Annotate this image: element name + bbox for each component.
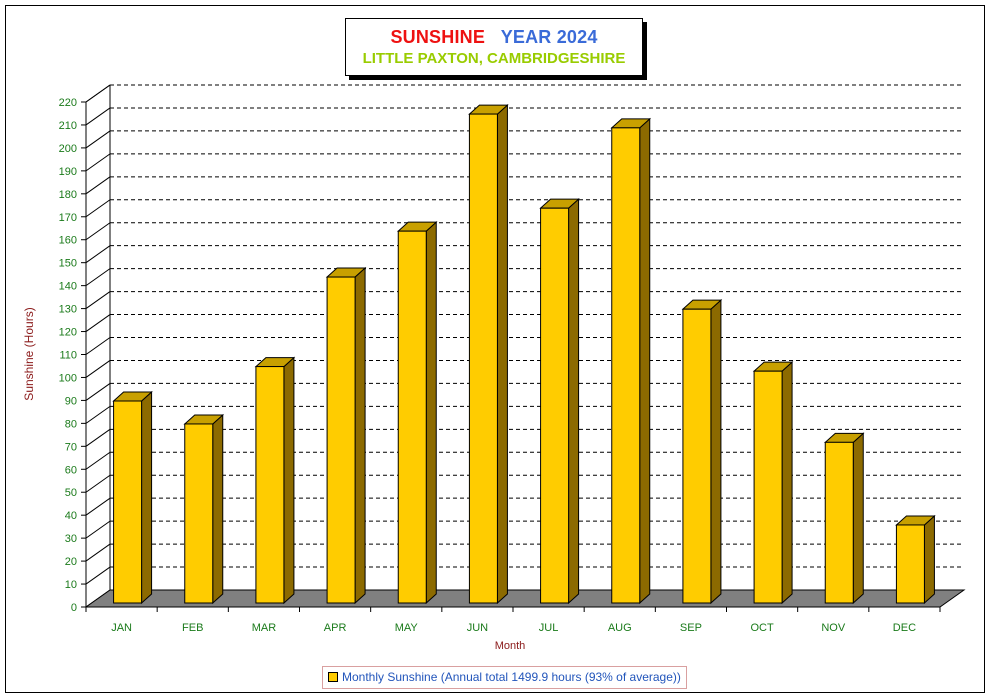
chart-title-box: SUNSHINE YEAR 2024 LITTLE PAXTON, CAMBRI… xyxy=(345,18,643,76)
side-wall-tick xyxy=(85,337,111,355)
title-main: SUNSHINE xyxy=(390,27,486,47)
y-tick-label: 40 xyxy=(65,510,77,522)
bar xyxy=(184,423,214,604)
bar-side xyxy=(496,103,508,605)
y-tick-label: 80 xyxy=(65,418,77,430)
y-tick-label: 180 xyxy=(59,189,77,201)
side-wall-tick xyxy=(85,543,111,562)
bar-side xyxy=(141,390,153,605)
side-wall-tick xyxy=(85,405,111,424)
bar-side xyxy=(781,361,793,605)
side-wall-tick xyxy=(85,497,111,516)
y-tick-label: 190 xyxy=(59,166,77,178)
side-wall-tick xyxy=(85,176,111,195)
x-tick-label: FEB xyxy=(182,622,203,634)
bar xyxy=(113,400,143,604)
side-wall-tick xyxy=(85,291,111,309)
x-tick-label: SEP xyxy=(680,622,702,634)
y-tick-label: 10 xyxy=(65,579,77,591)
y-tick-label: 210 xyxy=(59,120,77,132)
bar-side xyxy=(354,266,366,605)
bar-side xyxy=(852,432,864,605)
bar xyxy=(824,441,854,604)
y-tick-label: 140 xyxy=(59,281,77,293)
x-tick-label: JAN xyxy=(111,622,132,634)
side-wall-tick xyxy=(85,268,111,287)
side-wall-tick xyxy=(85,245,111,264)
side-wall-tick xyxy=(85,451,111,470)
bar xyxy=(255,366,285,604)
bar xyxy=(682,308,712,604)
side-wall-tick xyxy=(85,107,111,126)
legend: Monthly Sunshine (Annual total 1499.9 ho… xyxy=(322,666,687,689)
bar-side xyxy=(425,221,437,605)
y-tick-label: 90 xyxy=(65,395,77,407)
side-wall-top-edge xyxy=(85,84,111,103)
y-tick-label: 200 xyxy=(59,143,77,155)
y-tick-label: 220 xyxy=(59,97,77,109)
y-tick-label: 60 xyxy=(65,464,77,476)
bar-side xyxy=(923,514,935,605)
side-wall-tick xyxy=(85,474,111,493)
y-tick-label: 160 xyxy=(59,235,77,247)
bar xyxy=(611,127,641,604)
x-tick-label: JUN xyxy=(467,622,488,634)
chart-title: SUNSHINE YEAR 2024 xyxy=(346,27,642,48)
side-wall-tick xyxy=(85,566,111,585)
bar xyxy=(397,230,427,604)
y-tick-label: 20 xyxy=(65,556,77,568)
bar xyxy=(753,370,783,604)
side-wall-tick xyxy=(85,153,111,172)
y-tick-label: 150 xyxy=(59,258,77,270)
side-wall-tick xyxy=(85,520,111,539)
side-wall-tick xyxy=(85,199,111,218)
y-tick-label: 120 xyxy=(59,327,77,339)
x-tick-label: OCT xyxy=(750,622,774,634)
side-wall-tick xyxy=(85,130,111,149)
x-tick-label: MAY xyxy=(395,622,419,634)
legend-label: Monthly Sunshine (Annual total 1499.9 ho… xyxy=(342,670,681,684)
y-tick-label: 0 xyxy=(71,602,77,614)
x-tick-label: JUL xyxy=(539,622,559,634)
bar xyxy=(540,207,570,604)
x-tick-label: AUG xyxy=(608,622,632,634)
bar-side xyxy=(283,356,295,605)
y-tick-label: 170 xyxy=(59,212,77,224)
title-year: YEAR 2024 xyxy=(500,27,598,47)
side-wall-tick xyxy=(85,428,111,447)
side-wall-tick xyxy=(85,383,111,401)
legend-swatch xyxy=(328,671,338,682)
chart-subtitle: LITTLE PAXTON, CAMBRIDGESHIRE xyxy=(362,50,626,67)
side-wall-tick xyxy=(85,314,111,332)
bar xyxy=(895,524,925,604)
y-tick-label: 130 xyxy=(59,304,77,316)
y-tick-label: 100 xyxy=(59,372,77,384)
y-tick-label: 110 xyxy=(59,350,77,362)
y-tick-label: 50 xyxy=(65,487,77,499)
side-wall-tick xyxy=(85,222,111,241)
side-wall-tick xyxy=(85,360,111,378)
bar-side xyxy=(568,198,580,605)
y-tick-label: 70 xyxy=(65,441,77,453)
bar-side xyxy=(639,117,651,605)
x-tick-label: MAR xyxy=(252,622,277,634)
bar-side xyxy=(212,413,224,605)
y-tick-label: 30 xyxy=(65,533,77,545)
bar xyxy=(326,276,356,604)
y-axis-label: Sunshine (Hours) xyxy=(22,307,36,400)
bar xyxy=(468,113,498,604)
x-axis-label: Month xyxy=(495,640,526,652)
bar-side xyxy=(710,299,722,605)
x-tick-label: APR xyxy=(324,622,347,634)
x-tick-label: DEC xyxy=(893,622,916,634)
x-tick-label: NOV xyxy=(821,622,846,634)
